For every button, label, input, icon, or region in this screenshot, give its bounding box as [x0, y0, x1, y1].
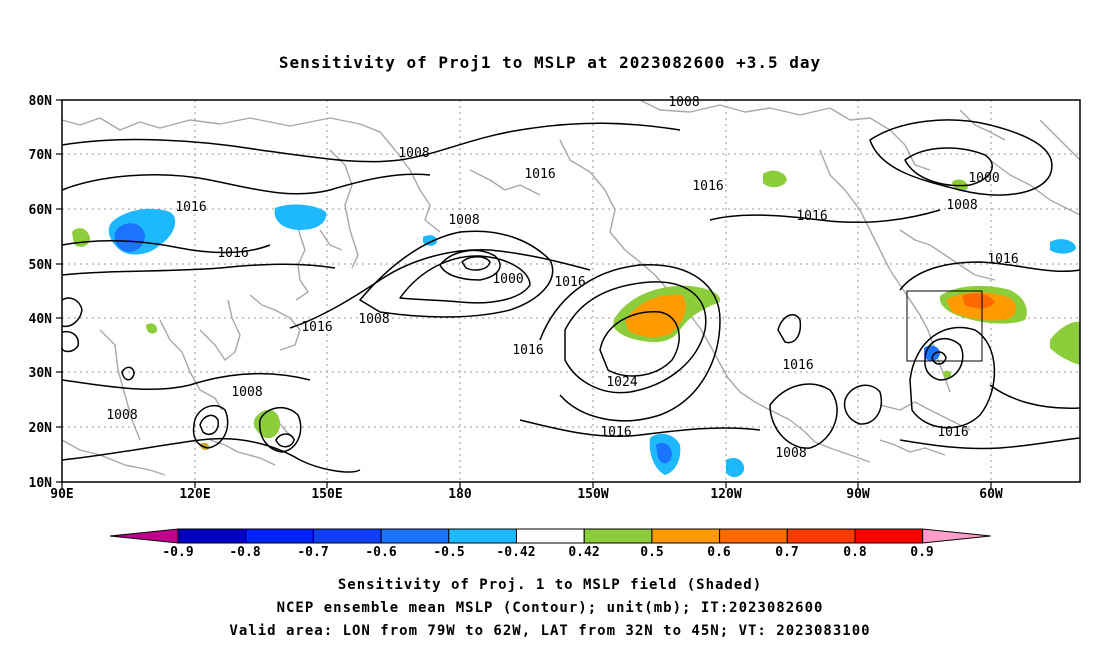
- contour-label: 1016: [217, 246, 248, 261]
- shade-negative-region: [924, 345, 940, 362]
- contour-label: 1016: [796, 209, 827, 224]
- map-panel: 1008 1008 1016 1016 1016 1016 1000 1008 …: [29, 94, 1081, 502]
- colorbar-extend-high: [922, 528, 991, 544]
- map-frame: [61, 99, 1081, 483]
- lon-tick-label: 90W: [846, 487, 870, 502]
- lat-tick-label: 50N: [29, 258, 53, 273]
- lon-tick-label: 60W: [979, 487, 1003, 502]
- lat-tick-label: 80N: [29, 94, 53, 109]
- colorbar-label: 0.9: [910, 545, 933, 560]
- colorbar-label: 0.42: [568, 545, 599, 560]
- contour-label: 1008: [398, 146, 429, 161]
- colorbar-label: 0.7: [775, 545, 798, 560]
- lon-tick-label: 90E: [50, 487, 73, 502]
- colorbar-swatch: [245, 528, 314, 544]
- contour-label: 1016: [175, 200, 206, 215]
- contour-label: 1016: [782, 358, 813, 373]
- colorbar-label: 0.8: [843, 545, 867, 560]
- valid-area-box: [906, 290, 983, 362]
- colorbar-swatch: [786, 528, 856, 544]
- shade-negative-region: [656, 442, 672, 464]
- lat-tick-label: 40N: [29, 312, 53, 327]
- colorbar-label: 0.6: [707, 545, 731, 560]
- contour-label: 1024: [606, 375, 637, 390]
- lat-tick-labels: 80N 70N 60N 50N 40N 30N 20N 10N: [29, 94, 53, 491]
- lon-tick-label: 150E: [311, 487, 342, 502]
- contour-label: 1008: [448, 213, 479, 228]
- shade-positive-region: [625, 294, 686, 338]
- shade-positive-region: [146, 323, 158, 334]
- colorbar-label: -0.7: [297, 545, 328, 560]
- lat-tick-label: 20N: [29, 421, 53, 436]
- contour-label: 1016: [692, 179, 723, 194]
- colorbar-label: -0.8: [229, 545, 260, 560]
- lon-tick-label: 120E: [179, 487, 210, 502]
- contour-label: 1016: [524, 167, 555, 182]
- caption-line: Valid area: LON from 79W to 62W, LAT fro…: [229, 623, 870, 639]
- lat-tick-label: 30N: [29, 366, 53, 381]
- colorbar-swatch: [719, 528, 788, 544]
- lon-tick-label: 120W: [710, 487, 741, 502]
- colorbar-swatches: [109, 528, 991, 544]
- colorbar-label: -0.5: [433, 545, 464, 560]
- colorbar-extend-low: [109, 528, 179, 544]
- caption-line: NCEP ensemble mean MSLP (Contour); unit(…: [277, 600, 824, 616]
- lon-tick-label: 150W: [577, 487, 608, 502]
- axis-ticks: [56, 99, 992, 488]
- contour-label: 1008: [358, 312, 389, 327]
- lat-tick-label: 70N: [29, 148, 53, 163]
- contour-label: 1008: [775, 446, 806, 461]
- shade-negative-region: [423, 235, 438, 246]
- shade-positive-region: [943, 370, 952, 379]
- contour-label: 1016: [600, 425, 631, 440]
- shade-positive-region: [763, 170, 787, 188]
- mslp-contours: [61, 119, 1081, 473]
- contour-label: 1008: [668, 95, 699, 110]
- colorbar-swatch: [448, 528, 517, 544]
- coastlines: [61, 99, 1081, 476]
- contour-label: 1000: [968, 171, 999, 186]
- lon-tick-label: 180: [448, 487, 472, 502]
- contour-label: 1016: [937, 425, 968, 440]
- shade-positive-region: [962, 293, 995, 309]
- contour-label: 1016: [554, 275, 585, 290]
- colorbar-label: -0.6: [365, 545, 396, 560]
- shade-negative-region: [726, 458, 745, 478]
- contour-label: 1008: [946, 198, 977, 213]
- shade-negative-region: [1050, 239, 1076, 254]
- colorbar-swatch: [651, 528, 721, 544]
- colorbar-label: -0.9: [162, 545, 193, 560]
- figure-title: Sensitivity of Proj1 to MSLP at 20230826…: [279, 53, 821, 72]
- contour-label: 1016: [301, 320, 332, 335]
- colorbar-swatch: [583, 528, 653, 544]
- colorbar-labels: -0.9 -0.8 -0.7 -0.6 -0.5 -0.42 0.42 0.5 …: [162, 545, 933, 560]
- lon-tick-labels: 90E 120E 150E 180 150W 120W 90W 60W: [50, 487, 1003, 502]
- caption-line: Sensitivity of Proj. 1 to MSLP field (Sh…: [338, 577, 762, 593]
- colorbar-swatch: [380, 528, 450, 544]
- lat-tick-label: 60N: [29, 203, 53, 218]
- colorbar-label: 0.5: [640, 545, 663, 560]
- lat-tick-label: 10N: [29, 476, 53, 491]
- contour-label: 1008: [106, 408, 137, 423]
- shade-negative-region: [114, 223, 145, 253]
- shade-positive-region: [1050, 321, 1080, 365]
- colorbar-swatch: [312, 528, 382, 544]
- contour-label: 1000: [492, 272, 523, 287]
- shade-negative-region: [274, 204, 327, 230]
- contour-label: 1008: [231, 385, 262, 400]
- contour-label: 1016: [987, 252, 1018, 267]
- colorbar: -0.9 -0.8 -0.7 -0.6 -0.5 -0.42 0.42 0.5 …: [109, 528, 991, 560]
- contour-labels: 1008 1008 1016 1016 1016 1016 1000 1008 …: [106, 95, 1018, 461]
- colorbar-swatch: [854, 528, 924, 544]
- colorbar-swatch: [177, 528, 247, 544]
- colorbar-label: -0.42: [496, 545, 535, 560]
- contour-label: 1016: [512, 343, 543, 358]
- colorbar-swatch: [516, 528, 585, 544]
- figure-captions: Sensitivity of Proj. 1 to MSLP field (Sh…: [229, 577, 870, 639]
